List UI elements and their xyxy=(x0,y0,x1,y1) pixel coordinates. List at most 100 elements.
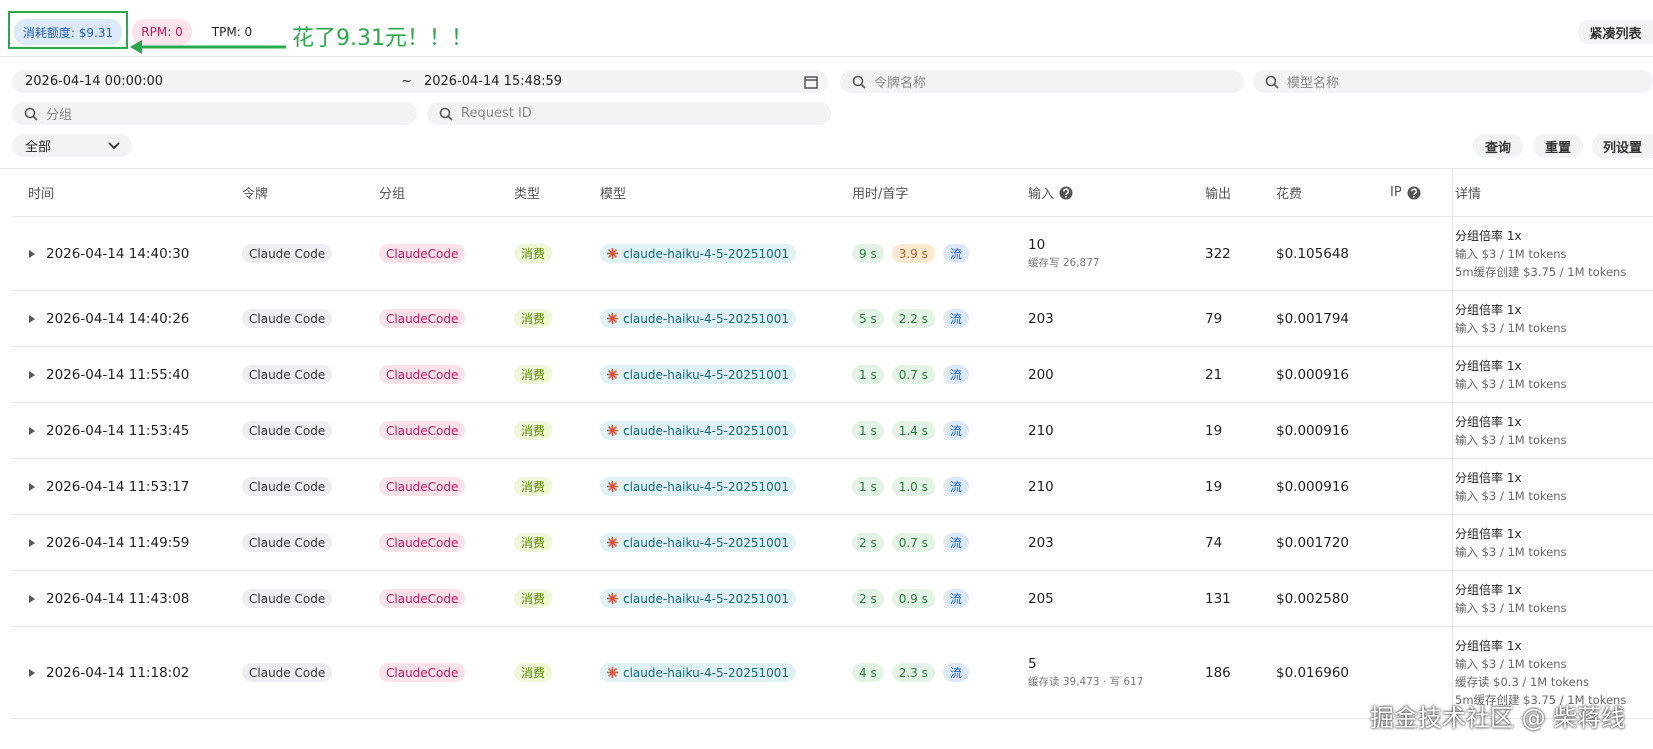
cell: $0.001720 xyxy=(1276,515,1349,570)
model-icon xyxy=(607,313,618,324)
group-tag: ClaudeCode xyxy=(379,421,466,440)
column-title: 分组 xyxy=(379,187,406,202)
expand-icon[interactable] xyxy=(28,426,36,436)
compact-button[interactable]: 紧凑列表 xyxy=(1578,20,1653,44)
cost: $0.000916 xyxy=(1276,478,1350,495)
input-tokens: 205 xyxy=(1028,590,1054,607)
duration-tag: 1 s xyxy=(852,365,884,384)
first-token-tag: 2.2 s xyxy=(891,309,935,328)
placeholder: 模型名称 xyxy=(1287,76,1340,91)
time: 2026-04-14 14:40:26 xyxy=(46,310,190,327)
expand-icon[interactable] xyxy=(28,594,36,604)
detail-line: 输入 $3 / 1M tokens xyxy=(1455,600,1567,615)
date-range[interactable]: 2026-04-14 00:00:00 ~ 2026-04-14 15:48:5… xyxy=(12,70,828,93)
model-icon xyxy=(607,481,618,492)
reset-button[interactable]: 重置 xyxy=(1533,134,1583,158)
first-token-tag: 2.3 s xyxy=(891,663,935,682)
cell: 21 xyxy=(1205,347,1222,402)
model-icon xyxy=(607,593,618,604)
cell: Claude Code xyxy=(242,403,333,458)
cell: 消费 xyxy=(514,403,553,458)
header-bar xyxy=(0,0,1653,57)
type-tag: 消费 xyxy=(514,365,553,384)
first-token-tag: 3.9 s xyxy=(891,244,935,263)
first-token-tag: 1.0 s xyxy=(891,477,935,496)
expand-icon[interactable] xyxy=(28,249,36,259)
detail-line: 输入 $3 / 1M tokens xyxy=(1455,488,1567,503)
stream-tag: 流 xyxy=(942,663,969,682)
expand-icon[interactable] xyxy=(28,482,36,492)
cell: ClaudeCode xyxy=(379,291,466,346)
input-tokens: 203 xyxy=(1028,310,1054,327)
expand-icon[interactable] xyxy=(28,538,36,548)
type-tag: 消费 xyxy=(514,663,553,682)
output-tokens: 21 xyxy=(1205,366,1223,383)
stream-tag: 流 xyxy=(942,365,969,384)
detail-line: 输入 $3 / 1M tokens xyxy=(1455,246,1567,261)
cost: $0.000916 xyxy=(1276,366,1350,383)
cell: 79 xyxy=(1205,291,1222,346)
cell: ClaudeCode xyxy=(379,571,466,626)
cell: 分组倍率 1x 输入 $3 / 1M tokens 5m缓存创建 $3.75 / 1… xyxy=(1455,217,1626,290)
cell: 2026-04-14 14:40:30 xyxy=(28,217,189,290)
column-title: 用时/首字 xyxy=(852,187,909,202)
cell: 2026-04-14 11:53:17 xyxy=(28,459,189,514)
token-input[interactable]: 令牌名称 xyxy=(840,70,1244,93)
expand-icon[interactable] xyxy=(28,370,36,380)
column-header: 详情 xyxy=(1455,169,1481,216)
detail-line: 分组倍率 1x xyxy=(1455,358,1522,373)
table-header: 时间 令牌 分组 类型 模型 用时/首字 输入 输出 花费 IP 详情 xyxy=(12,169,1653,217)
cell: ClaudeCode xyxy=(379,217,466,290)
detail-line: 输入 $3 / 1M tokens xyxy=(1455,376,1567,391)
arrow xyxy=(130,40,286,54)
column-title: 类型 xyxy=(514,187,541,202)
table-row: 2026-04-14 14:40:26 Claude Code ClaudeCode… xyxy=(12,291,1653,347)
token-tag: Claude Code xyxy=(242,244,333,263)
expand-icon[interactable] xyxy=(28,314,36,324)
duration-tag: 9 s xyxy=(852,244,884,263)
expand-icon[interactable] xyxy=(28,668,36,678)
group-tag: ClaudeCode xyxy=(379,663,466,682)
model-tag: claude-haiku-4-5-20251001 xyxy=(600,477,797,496)
model-name: claude-haiku-4-5-20251001 xyxy=(623,423,790,438)
detail-line: 输入 $3 / 1M tokens xyxy=(1455,656,1567,671)
search-icon xyxy=(439,107,453,121)
time: 2026-04-14 11:53:45 xyxy=(46,422,190,439)
output-tokens: 74 xyxy=(1205,534,1223,551)
cell: 分组倍率 1x 输入 $3 / 1M tokens xyxy=(1455,347,1567,402)
annotation: 花了9.31元！！！ xyxy=(292,26,473,51)
time: 2026-04-14 11:49:59 xyxy=(46,534,190,551)
table-row: 2026-04-14 11:53:45 Claude Code ClaudeCode… xyxy=(12,403,1653,459)
cell: Claude Code xyxy=(242,347,333,402)
stream-tag: 流 xyxy=(942,589,969,608)
cell: 2026-04-14 11:43:08 xyxy=(28,571,189,626)
model-tag: claude-haiku-4-5-20251001 xyxy=(600,421,797,440)
type-select[interactable]: 全部 xyxy=(12,134,132,157)
query-button[interactable]: 查询 xyxy=(1473,134,1523,158)
columns-button[interactable]: 列设置 xyxy=(1592,134,1653,158)
group-input[interactable]: 分组 xyxy=(12,102,417,125)
model-name: claude-haiku-4-5-20251001 xyxy=(623,479,790,494)
search-icon xyxy=(1265,75,1279,89)
divider xyxy=(0,168,1653,169)
cell: 19 xyxy=(1205,459,1222,514)
column-header: 模型 xyxy=(600,169,626,216)
cell: 消费 xyxy=(514,347,553,402)
cell: 322 xyxy=(1205,217,1231,290)
request-id-input[interactable]: Request ID xyxy=(427,102,831,125)
output-tokens: 19 xyxy=(1205,478,1223,495)
detail-line: 输入 $3 / 1M tokens xyxy=(1455,544,1567,559)
column-title: 详情 xyxy=(1455,187,1482,202)
help-icon xyxy=(1407,186,1421,199)
time: 2026-04-14 11:55:40 xyxy=(46,366,190,383)
table-row: 2026-04-14 11:55:40 Claude Code ClaudeCode… xyxy=(12,347,1653,403)
stream-tag: 流 xyxy=(942,533,969,552)
group-tag: ClaudeCode xyxy=(379,244,466,263)
input-tokens: 5 xyxy=(1028,656,1037,672)
model-tag: claude-haiku-4-5-20251001 xyxy=(600,589,797,608)
table-row: 2026-04-14 11:43:08 Claude Code ClaudeCode… xyxy=(12,571,1653,627)
model-name: claude-haiku-4-5-20251001 xyxy=(623,591,790,606)
quota-badge: 消耗额度: $9.31 xyxy=(14,19,122,45)
model-input[interactable]: 模型名称 xyxy=(1253,70,1653,93)
table-row: 2026-04-14 11:18:02 Claude Code ClaudeCode… xyxy=(12,627,1653,719)
